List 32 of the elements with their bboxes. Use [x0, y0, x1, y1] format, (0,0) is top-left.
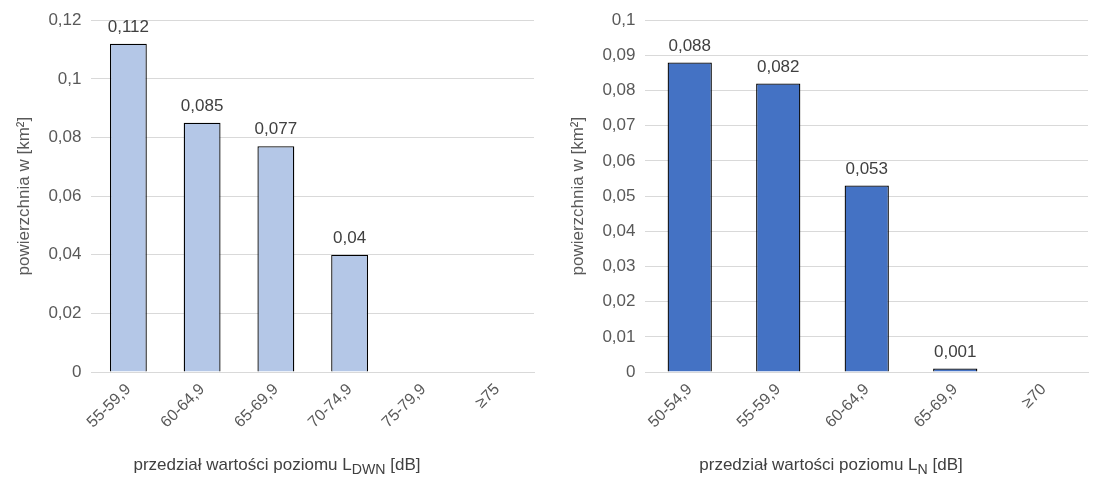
y-tick-label: 0,12 [48, 9, 82, 29]
y-tick-label: 0,02 [48, 303, 82, 323]
text: 0,085 [180, 96, 224, 116]
text: 0,112 [107, 16, 149, 36]
y-tick-label: 0,04 [602, 221, 636, 240]
x-tick-label: ≥75 [471, 379, 503, 411]
text: 0,001 [933, 341, 977, 361]
y-tick-label: 0,05 [602, 185, 636, 205]
text: 0,077 [254, 119, 298, 139]
y-tick-label: 0,02 [602, 291, 636, 311]
text: 0,04 [333, 227, 367, 247]
x-axis-title: przedział wartości poziomu L$_{DWN}$ [dB] [132, 455, 422, 478]
y-tick-label: 0,08 [602, 80, 636, 100]
y-tick-label: 0 [626, 361, 636, 381]
y-axis-title: powierzchnia w [km²] [13, 116, 33, 276]
y-tick-label: 0,03 [602, 256, 636, 276]
y-tick-label: 0,06 [602, 150, 636, 170]
y-tick-label: 0,1 [611, 9, 636, 29]
x-axis-title: przedział wartości poziomu L$_{N}$ [dB] [698, 455, 964, 478]
y-tick-label: 0,09 [602, 45, 636, 65]
y-tick-label: 0,1 [57, 68, 82, 88]
y-tick-label: 0,01 [602, 326, 636, 346]
y-tick-label: 0,07 [602, 115, 636, 135]
y-tick-label: 0,06 [48, 185, 82, 205]
y-tick-label: 0,08 [48, 127, 82, 147]
y-axis-title: powierzchnia w [km²] [567, 116, 587, 276]
text: 0,082 [756, 56, 800, 76]
y-tick-label: 0 [72, 361, 82, 381]
text: 0,088 [668, 35, 712, 55]
y-tick-label: 0,04 [48, 244, 82, 264]
text: 0,053 [845, 158, 889, 178]
x-tick-label: ≥70 [1018, 379, 1050, 411]
